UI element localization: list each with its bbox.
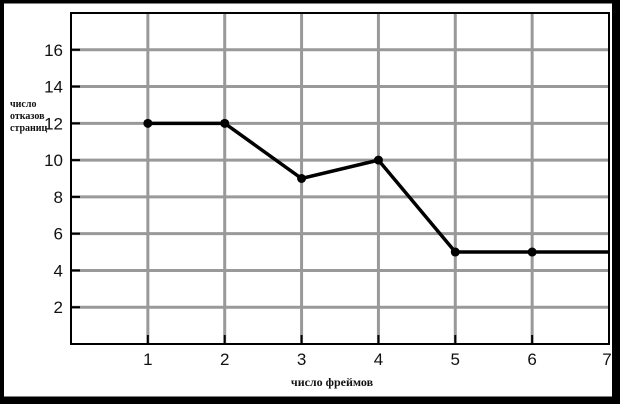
y-tick-label: 10 bbox=[44, 151, 63, 170]
data-point bbox=[143, 118, 153, 128]
y-tick-label: 4 bbox=[54, 261, 63, 280]
data-point bbox=[450, 247, 460, 257]
data-point bbox=[220, 118, 230, 128]
x-tick-label: 4 bbox=[374, 350, 383, 369]
y-tick-label: 16 bbox=[44, 41, 63, 60]
data-point bbox=[527, 247, 537, 257]
data-point bbox=[373, 155, 383, 165]
y-axis-label-line: число bbox=[10, 99, 36, 110]
x-tick-label: 3 bbox=[297, 350, 306, 369]
outer-frame-shadow-bottom bbox=[0, 397, 620, 404]
y-tick-label: 6 bbox=[54, 225, 63, 244]
plot-area-border bbox=[70, 12, 610, 345]
x-tick-label: 5 bbox=[451, 350, 460, 369]
y-tick-label: 2 bbox=[54, 298, 63, 317]
x-axis-label: число фреймов bbox=[291, 375, 374, 389]
x-tick-label: 1 bbox=[143, 350, 152, 369]
y-tick-label: 14 bbox=[44, 78, 63, 97]
data-point bbox=[297, 174, 307, 183]
y-tick-label: 12 bbox=[44, 114, 63, 133]
y-tick-label: 8 bbox=[54, 188, 63, 207]
y-axis-label-line: страниц bbox=[10, 123, 48, 134]
y-axis-label-line: отказов bbox=[10, 111, 45, 122]
outer-frame-shadow-right bbox=[613, 0, 620, 404]
x-tick-label: 7 bbox=[602, 350, 611, 369]
x-tick-label: 6 bbox=[527, 350, 536, 369]
x-tick-label: 2 bbox=[220, 350, 229, 369]
